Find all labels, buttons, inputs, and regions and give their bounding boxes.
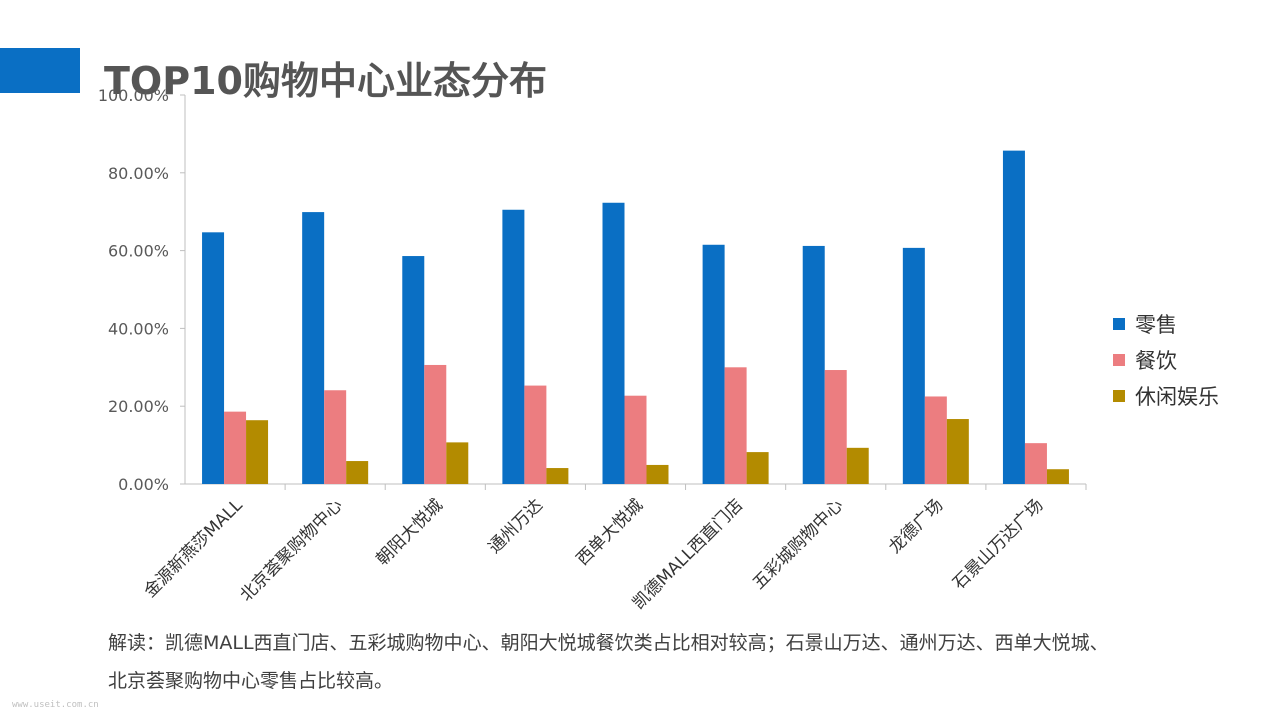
y-tick-label: 80.00% <box>108 164 169 183</box>
bar-leisure <box>746 452 769 484</box>
bar-retail <box>502 209 525 484</box>
note-line-1: 解读：凯德MALL西直门店、五彩城购物中心、朝阳大悦城餐饮类占比相对较高；石景山… <box>108 632 1109 654</box>
y-tick-label: 20.00% <box>108 397 169 416</box>
y-tick-label: 40.00% <box>108 319 169 338</box>
bar-leisure <box>246 420 269 484</box>
bar-dining <box>624 395 647 484</box>
bar-retail <box>402 256 425 484</box>
bar-dining <box>724 367 747 484</box>
legend-item-leisure: 休闲娱乐 <box>1113 378 1219 414</box>
page-title: TOP10购物中心业态分布 <box>104 59 547 103</box>
bar-leisure <box>846 447 869 484</box>
bar-retail <box>702 244 725 484</box>
x-category-label: 五彩城购物中心 <box>749 495 847 593</box>
bar-dining <box>824 370 847 484</box>
bar-dining <box>224 411 247 484</box>
x-category-label: 西单大悦城 <box>573 495 647 569</box>
bar-retail <box>1002 150 1025 484</box>
legend-swatch-dining <box>1113 354 1125 366</box>
y-tick-label: 100.00% <box>98 86 169 105</box>
bar-dining <box>324 390 347 484</box>
title-accent-bar <box>0 48 80 93</box>
bar-dining <box>524 385 547 484</box>
legend-label-dining: 餐饮 <box>1135 349 1177 373</box>
chart-legend: 零售 餐饮 休闲娱乐 <box>1113 306 1219 414</box>
bar-leisure <box>346 461 369 484</box>
bar-retail <box>202 232 225 484</box>
y-tick-label: 60.00% <box>108 242 169 261</box>
interpretation-note: 解读：凯德MALL西直门店、五彩城购物中心、朝阳大悦城餐饮类占比相对较高；石景山… <box>108 624 1258 700</box>
legend-swatch-retail <box>1113 318 1125 330</box>
legend-label-retail: 零售 <box>1135 313 1177 337</box>
bar-leisure <box>446 442 469 484</box>
bar-leisure <box>1046 469 1069 484</box>
x-category-label: 石景山万达广场 <box>949 495 1047 593</box>
bar-dining <box>424 364 447 484</box>
x-category-label: 凯德MALL西直门店 <box>629 495 747 613</box>
x-category-label: 北京荟聚购物中心 <box>236 495 346 605</box>
bar-retail <box>902 247 925 484</box>
x-category-label: 金源新燕莎MALL <box>140 495 247 602</box>
x-category-label: 龙德广场 <box>885 495 947 557</box>
bar-leisure <box>946 419 969 484</box>
legend-swatch-leisure <box>1113 390 1125 402</box>
x-category-label: 朝阳大悦城 <box>373 495 447 569</box>
legend-item-dining: 餐饮 <box>1113 342 1219 378</box>
bar-dining <box>1024 443 1047 484</box>
bar-retail <box>802 245 825 484</box>
x-category-label: 通州万达 <box>485 495 547 557</box>
note-line-2: 北京荟聚购物中心零售占比较高。 <box>108 670 394 692</box>
bar-leisure <box>646 464 669 484</box>
legend-label-leisure: 休闲娱乐 <box>1135 385 1219 409</box>
bar-retail <box>302 212 325 485</box>
y-tick-label: 0.00% <box>118 475 169 494</box>
bar-leisure <box>546 468 569 484</box>
legend-item-retail: 零售 <box>1113 306 1219 342</box>
watermark: www.useit.com.cn <box>12 700 99 710</box>
bar-retail <box>602 202 625 485</box>
bar-dining <box>924 396 947 484</box>
